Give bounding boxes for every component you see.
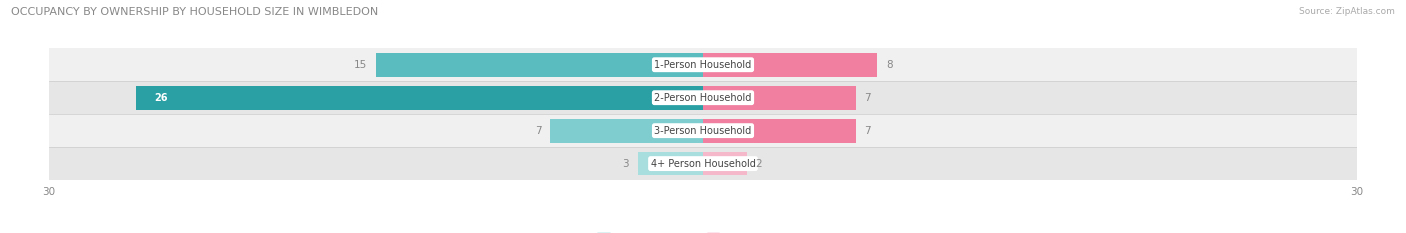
Bar	[703, 152, 747, 175]
Bar	[49, 81, 1357, 114]
Text: 15: 15	[354, 60, 367, 70]
Text: Source: ZipAtlas.com: Source: ZipAtlas.com	[1299, 7, 1395, 16]
Text: 4+ Person Household: 4+ Person Household	[651, 159, 755, 169]
Bar	[377, 53, 703, 77]
Legend: Owner-occupied, Renter-occupied: Owner-occupied, Renter-occupied	[593, 229, 813, 233]
Bar	[49, 48, 1357, 81]
Text: 26: 26	[153, 93, 167, 103]
Bar	[49, 114, 1357, 147]
Text: 2-Person Household: 2-Person Household	[654, 93, 752, 103]
Text: 3-Person Household: 3-Person Household	[654, 126, 752, 136]
Text: 7: 7	[536, 126, 541, 136]
Bar	[703, 86, 855, 110]
Bar	[638, 152, 703, 175]
Text: 8: 8	[886, 60, 893, 70]
Bar	[136, 86, 703, 110]
Bar	[551, 119, 703, 143]
Text: 7: 7	[865, 126, 870, 136]
Text: 1-Person Household: 1-Person Household	[654, 60, 752, 70]
Text: OCCUPANCY BY OWNERSHIP BY HOUSEHOLD SIZE IN WIMBLEDON: OCCUPANCY BY OWNERSHIP BY HOUSEHOLD SIZE…	[11, 7, 378, 17]
Bar	[703, 53, 877, 77]
Bar	[703, 119, 855, 143]
Bar	[49, 147, 1357, 180]
Text: 7: 7	[865, 93, 870, 103]
Text: 2: 2	[755, 159, 762, 169]
Text: 3: 3	[623, 159, 628, 169]
